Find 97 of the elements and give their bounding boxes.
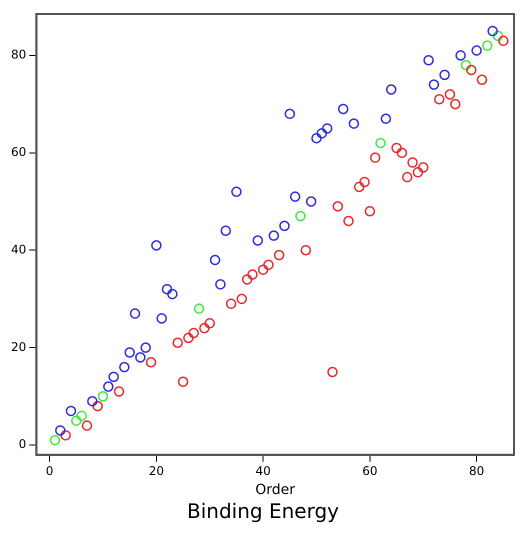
point [92, 400, 103, 412]
point [204, 318, 215, 329]
point [338, 104, 348, 114]
point [327, 366, 338, 378]
point [279, 220, 290, 232]
point [82, 420, 92, 431]
point [87, 396, 98, 406]
point [391, 142, 402, 154]
point [380, 113, 392, 124]
point [343, 216, 354, 226]
point [199, 322, 210, 334]
point [423, 55, 434, 66]
point [76, 410, 87, 422]
point [316, 128, 328, 139]
point [172, 338, 183, 348]
point [455, 50, 466, 61]
point [396, 148, 408, 158]
point [386, 84, 396, 95]
text: Binding Energy [187, 499, 340, 524]
point [359, 176, 370, 188]
x-tick-label: 80 [468, 464, 484, 478]
y-tick-label: 40 [10, 242, 26, 256]
point [418, 162, 429, 173]
point [370, 152, 380, 163]
point [434, 94, 445, 104]
point [71, 415, 82, 426]
point [140, 342, 151, 353]
point [460, 60, 472, 70]
x-tick-label: 20 [148, 464, 164, 478]
point [450, 98, 461, 110]
point [364, 206, 376, 217]
point [215, 279, 226, 290]
point [492, 30, 504, 42]
point [66, 406, 76, 416]
point [114, 386, 124, 397]
point [332, 201, 344, 212]
point [252, 235, 264, 246]
point [258, 264, 268, 275]
point [471, 45, 482, 56]
point [498, 36, 509, 46]
point [146, 357, 156, 368]
point [290, 191, 300, 202]
point [130, 308, 140, 319]
point [226, 298, 236, 310]
y-tick-label: 60 [10, 144, 26, 159]
point [274, 250, 284, 260]
point [178, 376, 188, 387]
point [183, 332, 194, 344]
point [375, 138, 386, 148]
y-tick-label: 80 [10, 48, 26, 62]
point [108, 372, 119, 382]
point [311, 132, 322, 144]
point [124, 347, 135, 358]
point [428, 79, 440, 90]
x-tick-label: 60 [362, 464, 378, 478]
point [103, 381, 114, 392]
point [236, 294, 248, 304]
point [135, 352, 146, 363]
point [407, 157, 418, 168]
y-tick-label: 20 [10, 340, 26, 354]
point [354, 182, 364, 192]
x-tick-label: 40 [255, 464, 271, 478]
point [295, 210, 306, 222]
point [439, 70, 450, 80]
point [348, 118, 360, 129]
point [119, 362, 130, 372]
point [50, 434, 60, 446]
y-tick-label: 0 [18, 437, 26, 452]
point [231, 186, 242, 198]
point [98, 391, 108, 402]
point [162, 284, 172, 294]
point [466, 64, 477, 76]
point [412, 167, 424, 178]
point [306, 196, 316, 207]
point [402, 172, 412, 182]
point [220, 225, 232, 236]
point [284, 108, 296, 120]
point [322, 123, 332, 134]
point [242, 274, 252, 285]
point [487, 26, 498, 36]
point [151, 240, 162, 251]
point [444, 89, 456, 100]
point [263, 260, 274, 270]
point [247, 269, 258, 280]
point [167, 288, 178, 300]
point [482, 40, 493, 51]
x-axis-title: Order [255, 482, 296, 498]
point [55, 425, 66, 436]
point [188, 328, 199, 338]
point [156, 313, 167, 324]
point [194, 303, 204, 314]
point [210, 254, 220, 266]
point [60, 430, 71, 441]
point [300, 244, 312, 256]
point [476, 74, 488, 86]
x-tick-label: 0 [46, 464, 54, 478]
point [268, 230, 280, 241]
